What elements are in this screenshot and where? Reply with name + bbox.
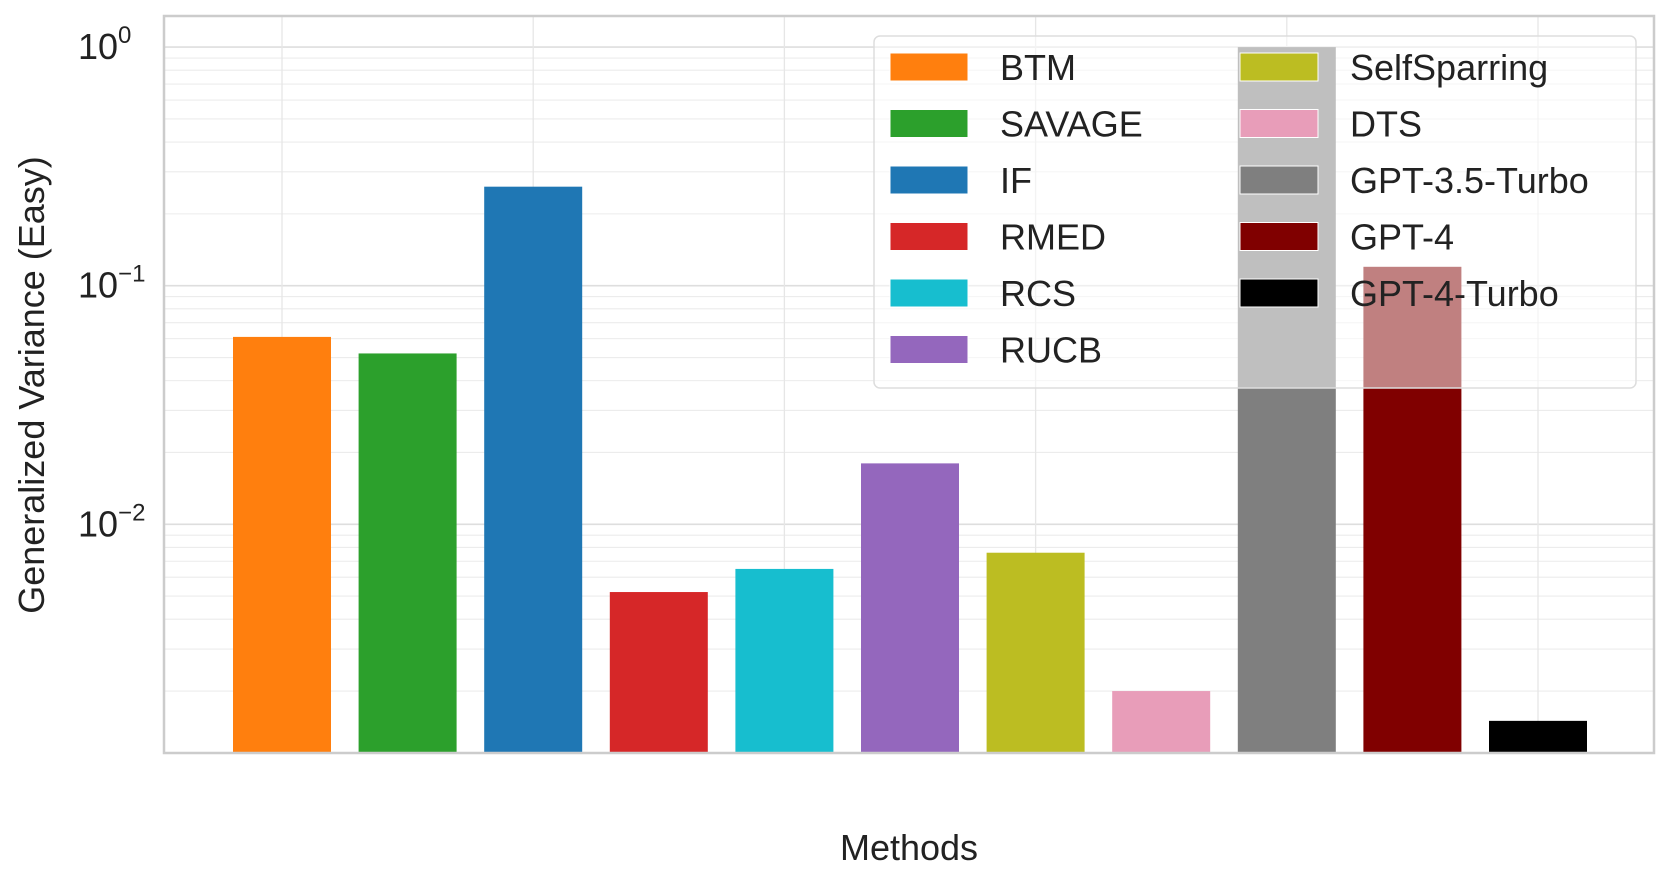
y-tick-label: 100 <box>78 22 131 67</box>
legend-label: SAVAGE <box>1000 104 1143 145</box>
bar-dts <box>1112 691 1211 753</box>
legend-label: BTM <box>1000 47 1076 88</box>
legend-swatch <box>1239 109 1319 138</box>
bar-rcs <box>735 568 834 753</box>
legend-label: GPT-3.5-Turbo <box>1350 160 1589 201</box>
bar-gpt-4-turbo <box>1489 720 1587 753</box>
bar-selfsparring <box>986 552 1085 753</box>
legend-swatch <box>1239 52 1319 82</box>
bar-btm <box>233 336 331 753</box>
legend-swatch <box>1239 165 1319 195</box>
x-axis-label: Methods <box>840 827 978 868</box>
legend-label: RCS <box>1000 273 1076 314</box>
bar-savage <box>358 353 457 753</box>
legend-swatch <box>1239 278 1319 308</box>
y-tick-label: 10−1 <box>78 261 145 306</box>
legend: BTM SAVAGE IF RMED RCS RUCB SelfSparring DTS GPT… <box>873 35 1637 389</box>
legend-swatch <box>889 335 969 364</box>
legend-swatch <box>889 165 969 195</box>
bar-rmed <box>609 592 708 753</box>
plot-frame <box>162 14 1656 755</box>
legend-label: GPT-4 <box>1350 217 1454 258</box>
y-tick-labels: 100 10−1 10−2 <box>78 22 145 544</box>
legend-swatch <box>889 52 969 82</box>
legend-swatch <box>1239 222 1319 251</box>
legend-label: RMED <box>1000 217 1106 258</box>
y-axis-label: Generalized Variance (Easy) <box>11 156 52 614</box>
legend-label: GPT-4-Turbo <box>1350 273 1559 314</box>
legend-swatch <box>889 278 969 308</box>
legend-swatch <box>889 109 969 138</box>
legend-label: IF <box>1000 160 1032 201</box>
legend-box <box>873 35 1637 389</box>
bar-if <box>484 186 583 753</box>
bar-rucb <box>861 463 959 753</box>
y-tick-label: 10−2 <box>78 499 145 544</box>
legend-label: RUCB <box>1000 330 1102 371</box>
legend-label: SelfSparring <box>1350 47 1548 88</box>
legend-swatch <box>889 222 969 251</box>
legend-label: DTS <box>1350 104 1422 145</box>
